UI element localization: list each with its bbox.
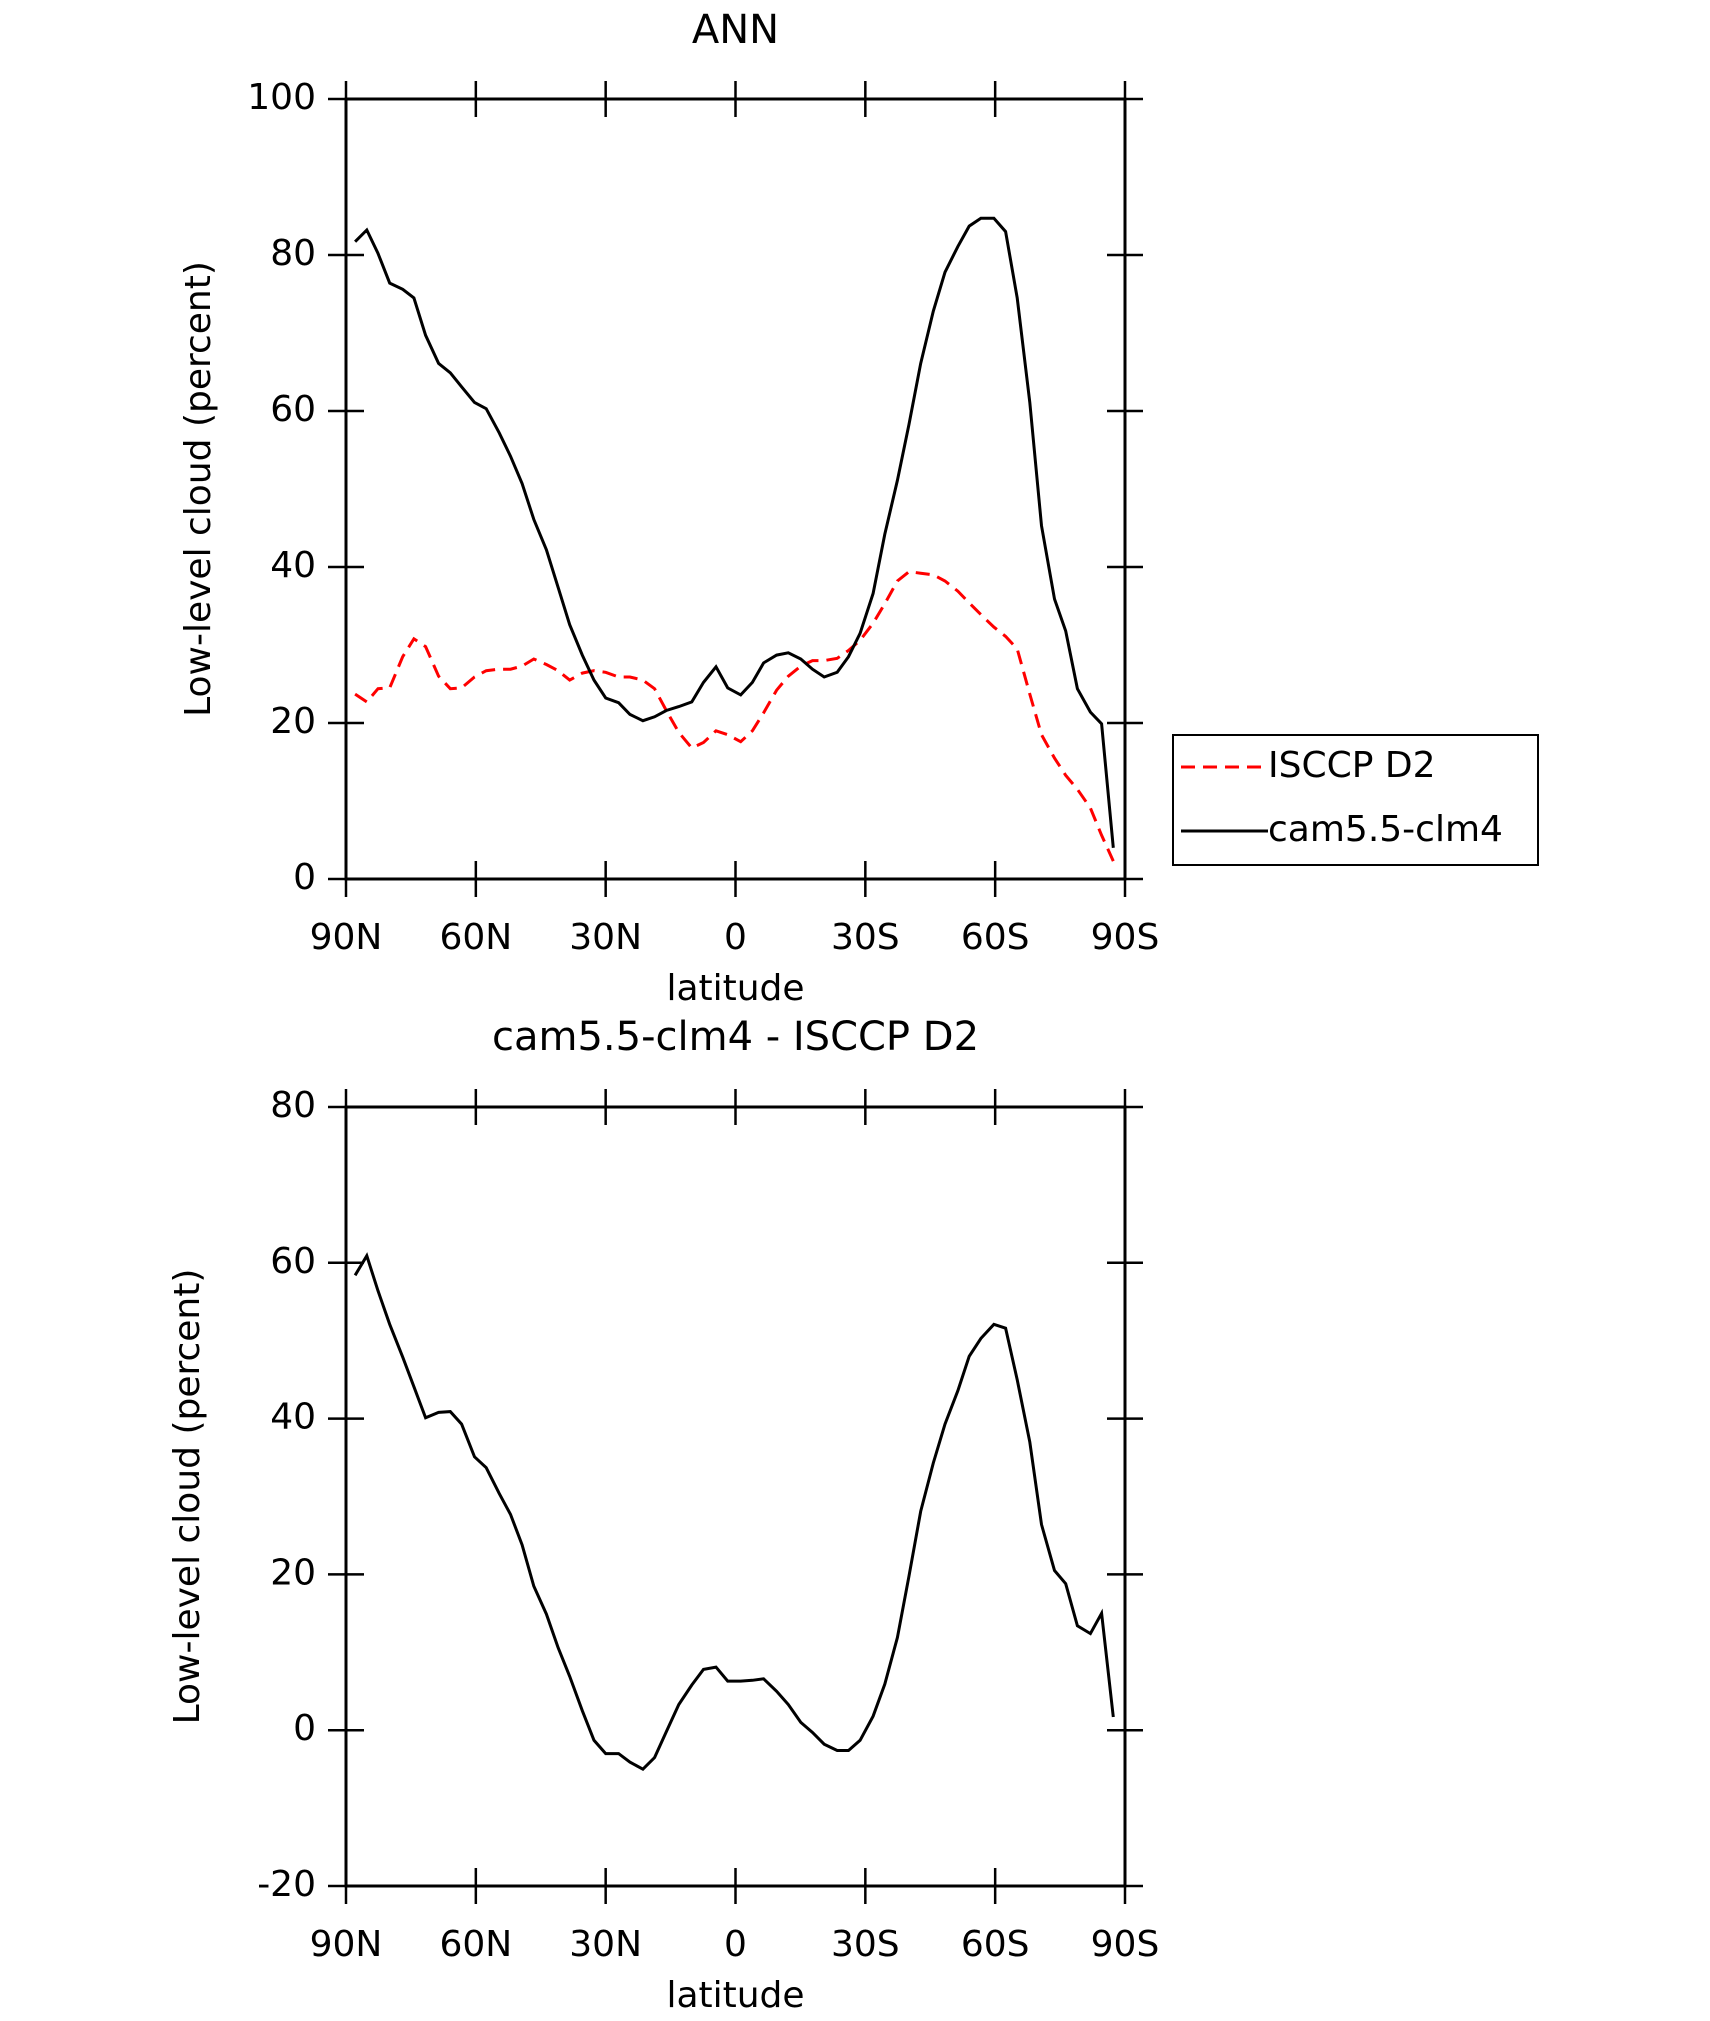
x-tick-label: 0 xyxy=(724,1924,747,1965)
y-tick-label: 0 xyxy=(293,1708,316,1749)
y-tick-label: 80 xyxy=(270,233,316,274)
y-axis-label: Low-level cloud (percent) xyxy=(178,261,219,717)
x-tick-label: 30N xyxy=(569,1924,642,1965)
legend-label: ISCCP D2 xyxy=(1268,745,1436,786)
x-tick-label: 90N xyxy=(310,917,383,958)
y-axis-label: Low-level cloud (percent) xyxy=(167,1269,208,1725)
x-tick-label: 0 xyxy=(724,917,747,958)
x-tick-label: 90N xyxy=(310,1924,383,1965)
x-tick-label: 60N xyxy=(439,1924,512,1965)
y-tick-label: 40 xyxy=(270,1397,316,1438)
legend-box xyxy=(1172,734,1539,866)
y-tick-label: 20 xyxy=(270,1552,316,1593)
data-line xyxy=(354,216,1115,848)
x-tick-label: 90S xyxy=(1091,1924,1160,1965)
y-tick-label: 100 xyxy=(247,77,316,118)
x-tick-label: 90S xyxy=(1091,917,1160,958)
plot-frame xyxy=(344,97,1127,881)
y-tick-label: 60 xyxy=(270,389,316,430)
data-line xyxy=(354,570,1115,862)
x-tick-label: 60N xyxy=(439,917,512,958)
y-tick-label: -20 xyxy=(257,1864,316,1905)
chart-title: ANN xyxy=(692,7,779,53)
x-tick-label: 30S xyxy=(831,917,900,958)
x-axis-label: latitude xyxy=(666,1975,804,2016)
y-tick-label: 0 xyxy=(293,857,316,898)
chart-title: cam5.5-clm4 - ISCCP D2 xyxy=(492,1014,979,1060)
x-tick-label: 60S xyxy=(961,917,1030,958)
x-axis-label: latitude xyxy=(666,968,804,1009)
x-tick-label: 30S xyxy=(831,1924,900,1965)
y-tick-label: 20 xyxy=(270,701,316,742)
y-tick-label: 40 xyxy=(270,545,316,586)
y-tick-label: 80 xyxy=(270,1085,316,1126)
data-line xyxy=(353,1252,1115,1772)
x-tick-label: 30N xyxy=(569,917,642,958)
plot-frame xyxy=(344,1105,1127,1888)
x-tick-label: 60S xyxy=(961,1924,1030,1965)
legend-label: cam5.5-clm4 xyxy=(1268,809,1503,850)
y-tick-label: 60 xyxy=(270,1241,316,1282)
